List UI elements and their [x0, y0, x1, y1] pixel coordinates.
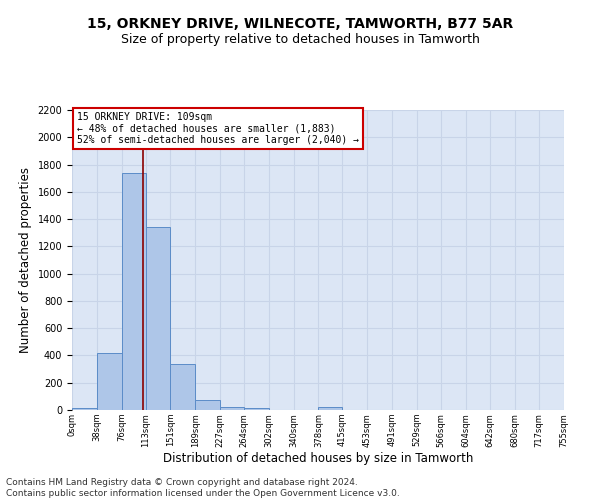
Bar [244, 408, 269, 410]
Bar [122, 174, 146, 410]
Bar [170, 364, 195, 410]
Bar [319, 406, 343, 410]
Bar [97, 354, 122, 410]
Bar [72, 408, 97, 410]
Text: Size of property relative to detached houses in Tamworth: Size of property relative to detached ho… [121, 32, 479, 46]
Y-axis label: Number of detached properties: Number of detached properties [19, 167, 32, 353]
Bar [146, 226, 170, 410]
Text: Contains HM Land Registry data © Crown copyright and database right 2024.
Contai: Contains HM Land Registry data © Crown c… [6, 478, 400, 498]
Bar [220, 406, 244, 410]
Bar [195, 400, 220, 410]
X-axis label: Distribution of detached houses by size in Tamworth: Distribution of detached houses by size … [163, 452, 473, 466]
Text: 15, ORKNEY DRIVE, WILNECOTE, TAMWORTH, B77 5AR: 15, ORKNEY DRIVE, WILNECOTE, TAMWORTH, B… [87, 18, 513, 32]
Text: 15 ORKNEY DRIVE: 109sqm
← 48% of detached houses are smaller (1,883)
52% of semi: 15 ORKNEY DRIVE: 109sqm ← 48% of detache… [77, 112, 359, 144]
